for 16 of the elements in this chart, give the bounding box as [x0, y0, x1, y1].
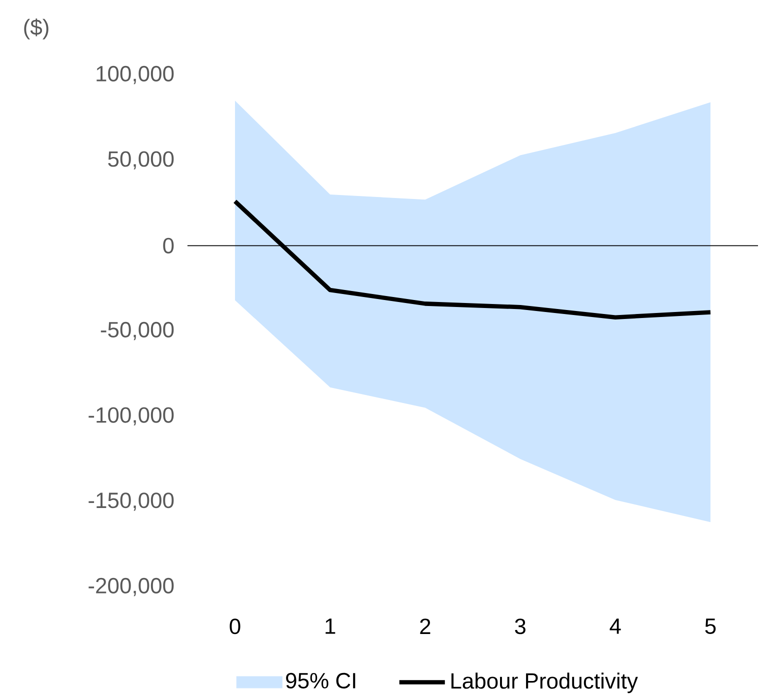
x-tick-label: 3 [515, 618, 526, 634]
legend-label: 95% CI [286, 672, 356, 688]
x-tick-label: 5 [705, 618, 716, 634]
y-tick-label: 100,000 [96, 66, 174, 84]
y-tick-label: -150,000 [88, 492, 174, 511]
y-tick-label: -50,000 [100, 322, 174, 340]
y-tick-label: -200,000 [88, 578, 174, 596]
y-tick-label: 50,000 [108, 151, 174, 170]
y-tick-label: 0 [163, 238, 174, 254]
y-tick-label: -100,000 [88, 407, 174, 426]
x-tick-label: 1 [326, 618, 336, 634]
x-tick-label: 0 [230, 618, 240, 634]
x-tick-label: 2 [420, 618, 430, 634]
legend-label: Labour Productivity [451, 672, 638, 694]
y-axis-title: ($) [24, 18, 48, 40]
x-tick-label: 4 [610, 618, 621, 634]
